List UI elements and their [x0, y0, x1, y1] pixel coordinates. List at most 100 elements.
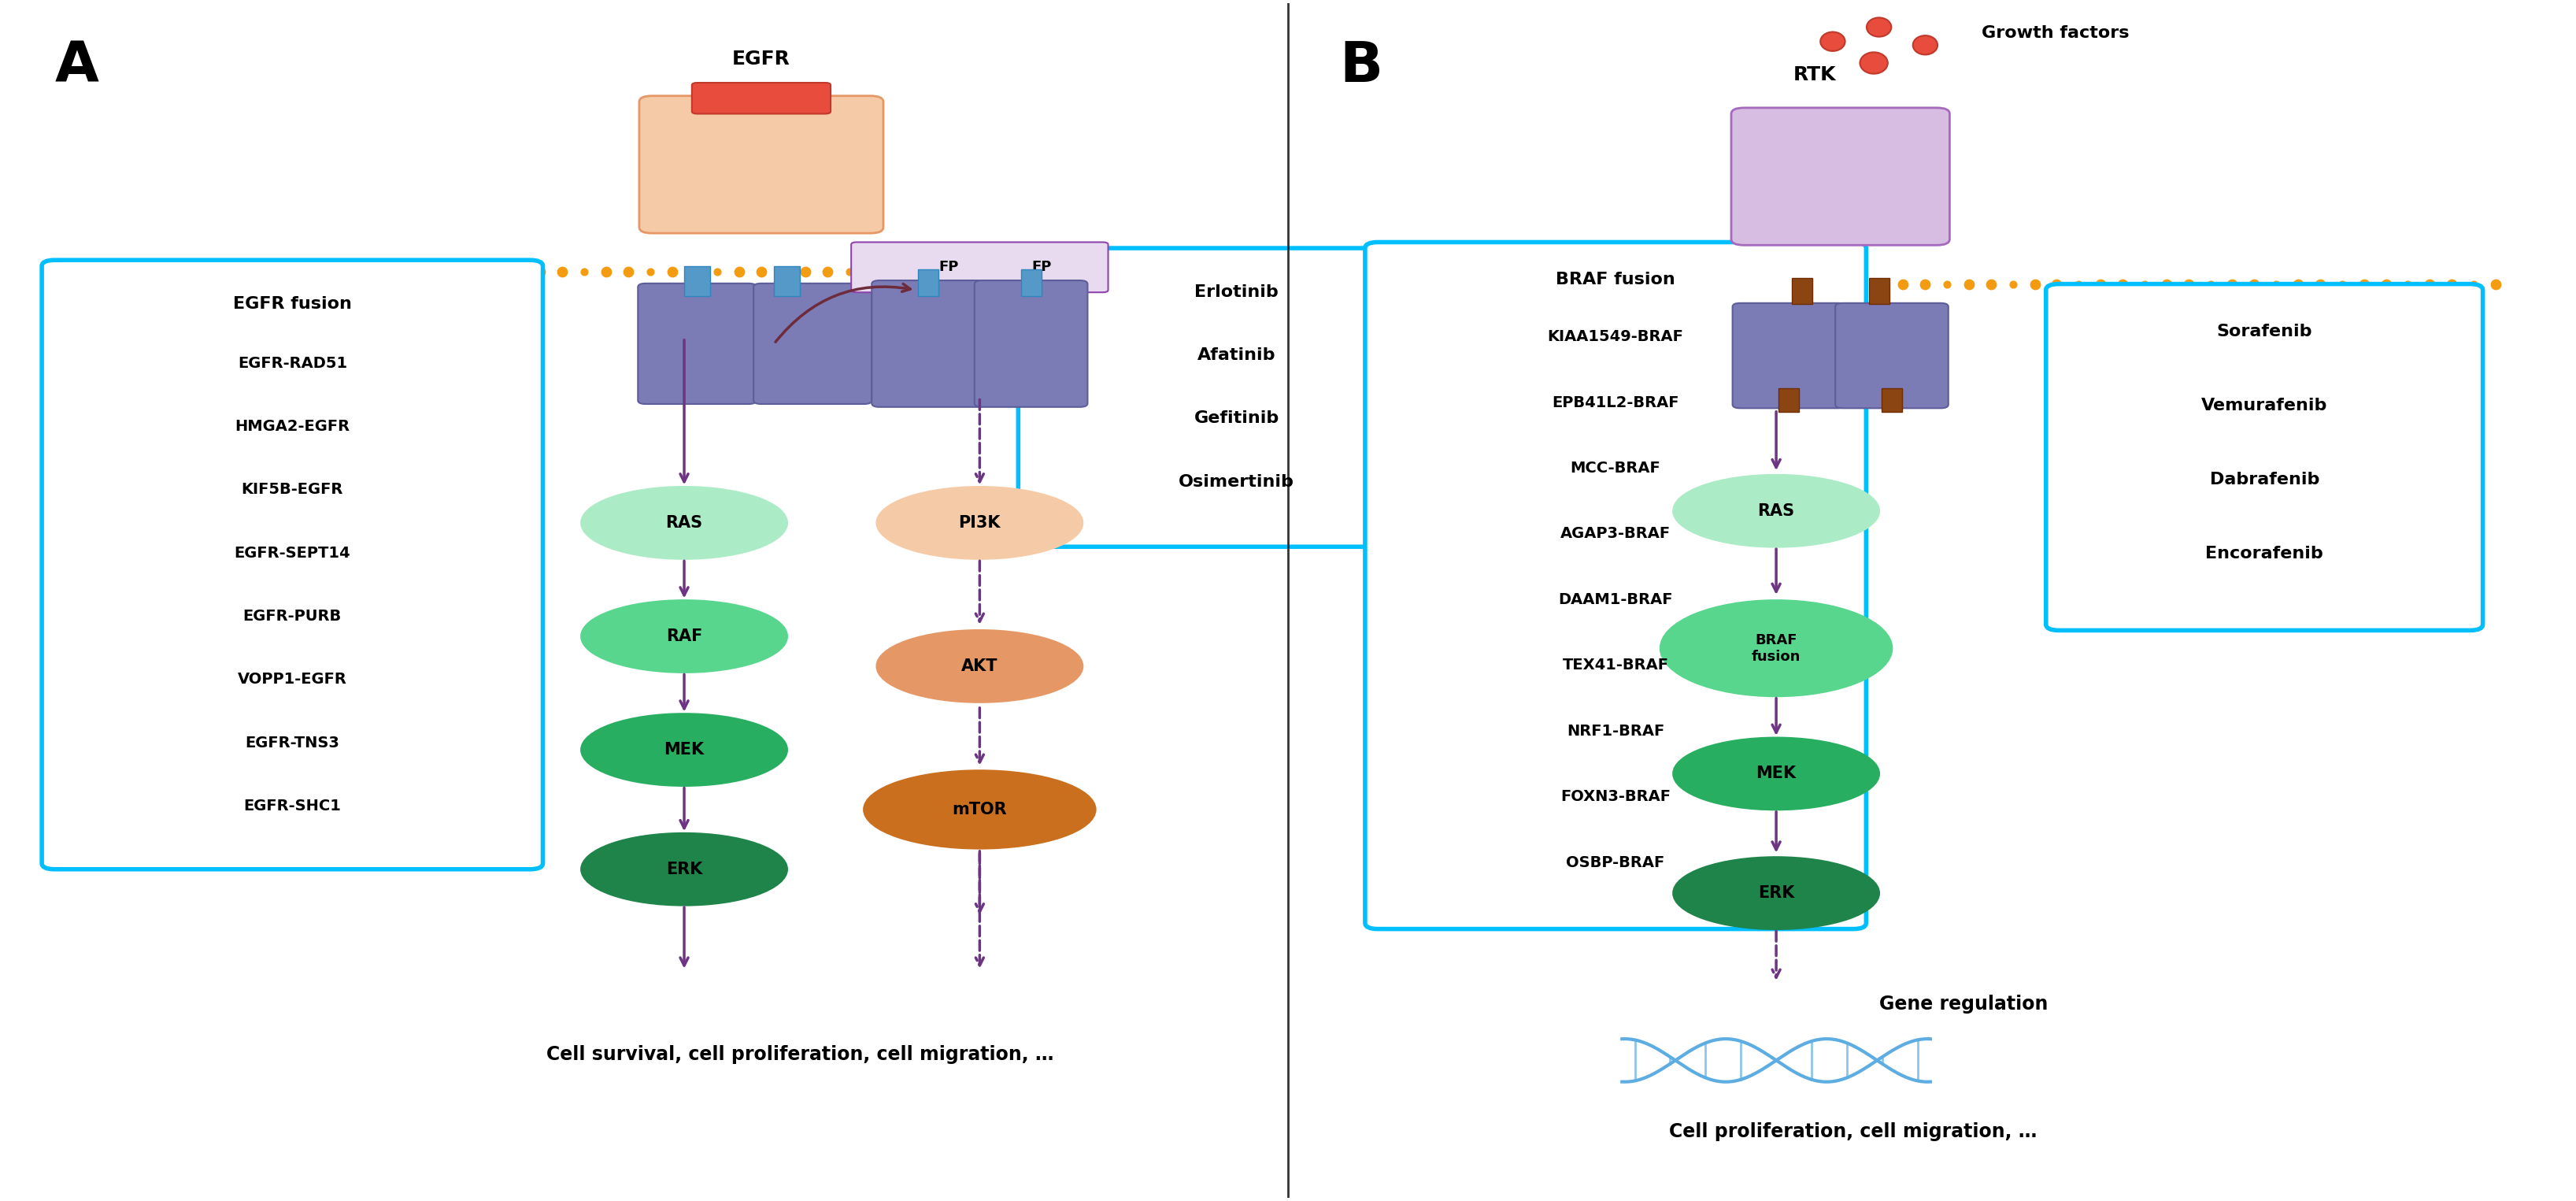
Point — [1574, 274, 1615, 293]
Point — [477, 263, 518, 282]
Text: Erlotinib: Erlotinib — [1195, 283, 1278, 300]
Point — [255, 263, 296, 282]
FancyBboxPatch shape — [1731, 108, 1950, 245]
Point — [1337, 263, 1378, 282]
Point — [1466, 274, 1507, 293]
Point — [675, 263, 716, 282]
Ellipse shape — [863, 771, 1095, 848]
Bar — [917, 270, 938, 295]
Text: HMGA2-EGFR: HMGA2-EGFR — [234, 419, 350, 434]
Point — [829, 263, 871, 282]
Text: Cell survival, cell proliferation, cell migration, …: Cell survival, cell proliferation, cell … — [546, 1045, 1054, 1064]
Point — [894, 263, 935, 282]
Point — [541, 263, 582, 282]
Point — [1597, 274, 1638, 293]
Point — [1839, 274, 1880, 293]
Ellipse shape — [1868, 18, 1891, 37]
Point — [719, 263, 760, 282]
Point — [453, 263, 495, 282]
Point — [1486, 274, 1528, 293]
Point — [299, 263, 340, 282]
FancyBboxPatch shape — [693, 83, 829, 114]
Point — [322, 263, 363, 282]
Ellipse shape — [1674, 737, 1878, 809]
Text: Gefitinib: Gefitinib — [1195, 411, 1280, 426]
Point — [430, 263, 471, 282]
Text: Growth factors: Growth factors — [1981, 25, 2130, 41]
Text: FP: FP — [1030, 261, 1051, 274]
Point — [2300, 274, 2342, 293]
Point — [1708, 274, 1749, 293]
Ellipse shape — [1860, 53, 1888, 73]
Point — [608, 263, 649, 282]
Point — [1095, 263, 1136, 282]
FancyBboxPatch shape — [974, 280, 1087, 407]
Text: BRAF fusion: BRAF fusion — [1556, 273, 1674, 288]
Ellipse shape — [876, 631, 1082, 703]
Text: EPB41L2-BRAF: EPB41L2-BRAF — [1551, 395, 1680, 410]
Bar — [685, 267, 711, 295]
Point — [961, 263, 1002, 282]
Point — [276, 263, 317, 282]
Point — [2169, 274, 2210, 293]
Text: EGFR-SEPT14: EGFR-SEPT14 — [234, 545, 350, 561]
Point — [762, 263, 804, 282]
FancyBboxPatch shape — [1834, 303, 1947, 408]
Point — [1510, 274, 1551, 293]
Ellipse shape — [582, 600, 786, 673]
Point — [739, 263, 781, 282]
Point — [2409, 274, 2450, 293]
Point — [1226, 263, 1267, 282]
Point — [1206, 263, 1247, 282]
Point — [1530, 274, 1571, 293]
Text: EGFR fusion: EGFR fusion — [232, 295, 353, 312]
Point — [1404, 263, 1445, 282]
Ellipse shape — [582, 488, 786, 558]
FancyBboxPatch shape — [1365, 243, 1865, 928]
Point — [696, 263, 737, 282]
Text: EGFR-TNS3: EGFR-TNS3 — [245, 735, 340, 751]
Point — [1139, 263, 1180, 282]
Text: FOXN3-BRAF: FOXN3-BRAF — [1561, 789, 1672, 805]
Point — [1991, 274, 2032, 293]
Text: BRAF
fusion: BRAF fusion — [1752, 633, 1801, 664]
Point — [1115, 263, 1157, 282]
Point — [1425, 263, 1466, 282]
Text: Afatinib: Afatinib — [1198, 347, 1275, 363]
Point — [652, 263, 693, 282]
Point — [917, 263, 958, 282]
Point — [1182, 263, 1224, 282]
Ellipse shape — [1914, 36, 1937, 54]
Ellipse shape — [1674, 476, 1878, 546]
Point — [2146, 274, 2187, 293]
Point — [2233, 274, 2275, 293]
Ellipse shape — [582, 713, 786, 785]
Text: Sorafenib: Sorafenib — [2215, 323, 2313, 339]
Text: ERK: ERK — [667, 861, 703, 877]
Point — [1381, 263, 1422, 282]
Point — [2079, 274, 2120, 293]
Text: NRF1-BRAF: NRF1-BRAF — [1566, 723, 1664, 739]
Point — [188, 263, 229, 282]
Point — [1422, 274, 1463, 293]
Point — [631, 263, 672, 282]
Text: KIAA1549-BRAF: KIAA1549-BRAF — [1548, 329, 1685, 345]
Bar — [1793, 277, 1811, 304]
FancyBboxPatch shape — [871, 280, 984, 407]
Text: Gene regulation: Gene regulation — [1878, 994, 2048, 1014]
Text: OSBP-BRAF: OSBP-BRAF — [1566, 855, 1664, 870]
Text: B: B — [1340, 40, 1383, 94]
Text: Dabrafenib: Dabrafenib — [2210, 472, 2318, 488]
Point — [1293, 263, 1334, 282]
Point — [2365, 274, 2406, 293]
FancyBboxPatch shape — [639, 96, 884, 233]
Point — [1270, 263, 1311, 282]
Point — [850, 263, 891, 282]
Point — [1249, 263, 1291, 282]
Bar — [1020, 270, 1041, 295]
Point — [2321, 274, 2362, 293]
Text: RAS: RAS — [665, 515, 703, 531]
Text: ERK: ERK — [1757, 885, 1795, 901]
Text: FP: FP — [938, 261, 958, 274]
Bar — [1780, 388, 1798, 412]
